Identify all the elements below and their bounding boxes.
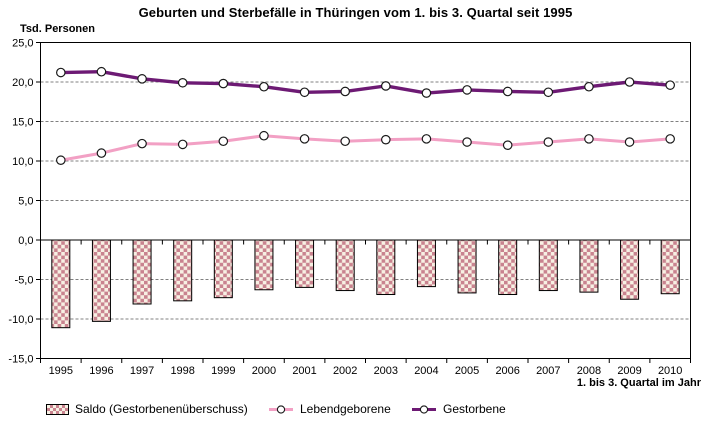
y-axis-unit-label: Tsd. Personen [20,23,95,35]
svg-text:10,0: 10,0 [12,156,33,168]
svg-text:2008: 2008 [577,365,601,377]
svg-text:1996: 1996 [89,365,113,377]
svg-text:2005: 2005 [455,365,479,377]
legend-label-saldo: Saldo (Gestorbenenüberschuss) [75,402,248,416]
svg-text:2010: 2010 [658,365,682,377]
svg-text:2009: 2009 [617,365,641,377]
pink-line-marker-swatch-icon [269,404,293,414]
chart-title: Geburten und Sterbefälle in Thüringen vo… [138,5,573,20]
svg-text:25,0: 25,0 [12,38,33,50]
svg-text:5,0: 5,0 [18,196,33,208]
legend-item-saldo: Saldo (Gestorbenenüberschuss) [46,400,248,418]
svg-text:2006: 2006 [495,365,519,377]
svg-text:-15,0: -15,0 [8,354,33,366]
svg-text:-5,0: -5,0 [15,275,34,287]
x-axis-label: 1. bis 3. Quartal im Jahr [576,377,701,389]
legend-item-gestorbene: Gestorbene [411,400,506,418]
svg-text:2000: 2000 [252,365,276,377]
legend: Saldo (Gestorbenenüberschuss) Lebendgebo… [0,400,711,420]
svg-text:1998: 1998 [170,365,194,377]
checkered-bar-swatch-icon [46,403,69,415]
svg-text:-10,0: -10,0 [8,314,33,326]
svg-text:2002: 2002 [333,365,357,377]
svg-text:1999: 1999 [211,365,235,377]
purple-line-marker-swatch-icon [412,404,436,414]
svg-text:2001: 2001 [292,365,316,377]
svg-text:0,0: 0,0 [18,235,33,247]
svg-text:2003: 2003 [374,365,398,377]
legend-label-gestorbene: Gestorbene [443,402,506,416]
svg-text:2007: 2007 [536,365,560,377]
legend-item-lebendgeborene: Lebendgeborene [268,400,391,418]
legend-label-lebendgeborene: Lebendgeborene [300,402,391,416]
svg-text:1995: 1995 [49,365,73,377]
svg-text:20,0: 20,0 [12,77,33,89]
svg-text:2004: 2004 [414,365,438,377]
svg-text:15,0: 15,0 [12,117,33,129]
plot-area: 25,0 20,0 15,0 10,0 5,0 0,0 -5,0 -10,0 -15,0 1995… [8,38,691,377]
svg-text:1997: 1997 [130,365,154,377]
